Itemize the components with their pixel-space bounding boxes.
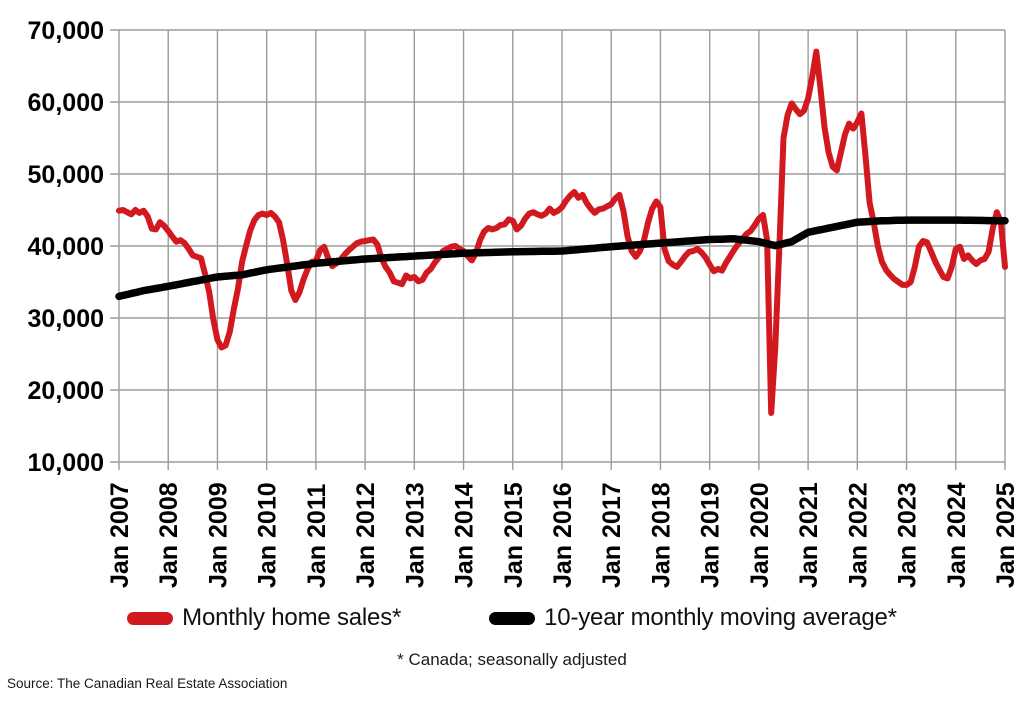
- x-tick-label: Jan 2019: [697, 482, 725, 588]
- x-tick-label: Jan 2024: [943, 482, 971, 588]
- chart-legend: Monthly home sales* 10-year monthly movi…: [0, 604, 1024, 632]
- x-tick-label: Jan 2013: [401, 482, 429, 588]
- x-tick-label: Jan 2022: [844, 482, 872, 588]
- legend-label-moving-average: 10-year monthly moving average*: [544, 604, 897, 631]
- x-tick-label: Jan 2021: [795, 482, 823, 588]
- y-tick-label: 20,000: [28, 377, 104, 405]
- x-tick-label: Jan 2015: [500, 482, 528, 588]
- x-tick-label: Jan 2017: [598, 482, 626, 588]
- x-tick-label: Jan 2025: [992, 482, 1020, 588]
- x-tick-label: Jan 2008: [155, 482, 183, 588]
- chart-footnote: * Canada; seasonally adjusted: [397, 650, 627, 669]
- legend-item-moving-average: 10-year monthly moving average*: [489, 604, 897, 632]
- legend-label-monthly-sales: Monthly home sales*: [182, 604, 402, 631]
- monthly-sales-swatch-icon: [127, 611, 174, 625]
- y-tick-label: 30,000: [28, 305, 104, 333]
- y-tick-label: 40,000: [28, 233, 104, 261]
- x-tick-label: Jan 2007: [106, 482, 134, 588]
- x-tick-label: Jan 2016: [549, 482, 577, 588]
- sales-line-chart: 70,000 60,000 50,000 40,000 30,000 20,000 10,0…: [28, 17, 1020, 588]
- chart-source: Source: The Canadian Real Estate Associa…: [7, 676, 288, 691]
- y-tick-label: 70,000: [28, 17, 104, 45]
- x-tick-label: Jan 2020: [746, 482, 774, 588]
- x-axis-labels: Jan 2007 Jan 2008 Jan 2009 Jan 2010 Jan 2011…: [106, 482, 1020, 588]
- moving-average-swatch-icon: [489, 611, 536, 625]
- x-tick-label: Jan 2010: [254, 482, 282, 588]
- y-tick-label: 50,000: [28, 161, 104, 189]
- x-tick-label: Jan 2009: [204, 482, 232, 588]
- monthly-home-sales-line: [116, 48, 1008, 416]
- x-tick-label: Jan 2011: [303, 484, 331, 588]
- x-tick-label: Jan 2014: [451, 482, 479, 588]
- legend-item-monthly-sales: Monthly home sales*: [127, 604, 401, 632]
- y-tick-label: 10,000: [28, 449, 104, 477]
- y-axis-labels: 70,000 60,000 50,000 40,000 30,000 20,000 10,0…: [28, 17, 104, 477]
- x-tick-label: Jan 2018: [647, 482, 675, 588]
- y-tick-label: 60,000: [28, 89, 104, 117]
- ten-year-moving-average-line: [115, 216, 1009, 301]
- x-tick-label: Jan 2012: [352, 482, 380, 588]
- x-tick-label: Jan 2023: [894, 482, 922, 588]
